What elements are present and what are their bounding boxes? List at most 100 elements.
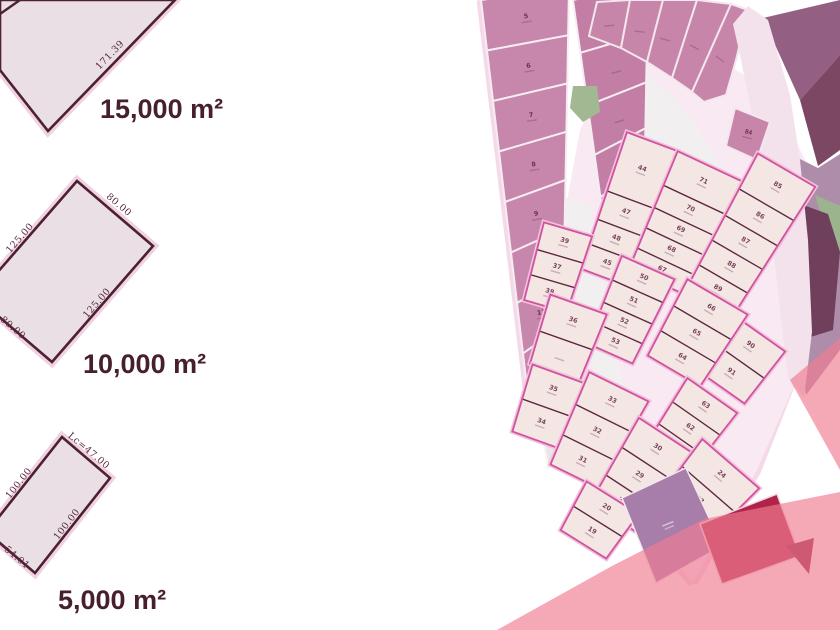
plot-area-text-mark [742,135,753,140]
plot-number-label: 52 [619,316,630,327]
plot-number-label: 45 [602,257,613,268]
plot-area-text-mark [534,424,545,429]
plot-label: 65 [689,327,703,341]
plot-15000 [0,0,177,133]
plot-number-label: 62 [684,421,696,433]
plot-label: 52 [617,316,630,329]
plot-area-text-mark [650,448,660,456]
plot-number-label: 11 [536,308,546,317]
plot-area-text-mark [724,266,734,273]
plot-label: 53 [608,336,621,349]
plot-label: 48 [609,232,623,246]
plot-label: 34 [534,416,548,429]
plot-area-text-mark [664,251,674,257]
plot-area-text-mark [529,168,540,172]
plot-label [611,70,622,75]
plot-area-text-mark [614,119,625,124]
fan-block-outline [528,293,608,383]
plot-number-label: 29 [634,469,646,481]
plot-number-label: 91 [726,366,738,378]
plot-area-text-mark [635,171,646,177]
plot-number-label: 68 [666,243,678,254]
plot-label: 90 [742,339,757,353]
plot-area-text-mark [626,302,637,308]
plot-number-label: 35 [548,383,559,394]
area-label-5000: 5,000 m² [58,585,166,615]
plot-label: 50 [636,272,650,285]
plot-area-text-mark [689,44,700,51]
dark-mauve-plot-1 [763,0,840,100]
plot-number-label: 32 [592,425,604,436]
plot-label: 69 [673,224,687,238]
plot-number-label: 33 [607,394,619,405]
plot-number-label: 36 [568,315,580,326]
plot-number-label: 6 [526,61,532,70]
plot-area-text-mark [558,243,569,249]
plot-area-text-mark [636,279,647,285]
plot-area-text-mark [526,119,538,123]
plot-area-text-mark [634,30,645,33]
plot-area-text-mark [524,69,535,73]
plot-area-text-mark [713,474,723,483]
fan-plots-group: 4447484539373871706968678586878889909150… [509,128,819,562]
plot-area-text-mark [697,405,707,413]
plot-label: 6 [524,61,535,73]
plot-area-text-mark [584,531,594,539]
fan-block: 39 37 38 [521,219,596,316]
plot-number-label: 66 [706,302,718,314]
plot-label: 31 [575,454,589,468]
plot-label: 35 [546,383,559,397]
plot-number-label: 67 [656,263,667,274]
plot-area-text-mark [608,343,619,349]
plot-area-text-mark [632,476,642,483]
plot-area-text-mark [521,20,532,24]
plot-area-text-mark [609,240,620,246]
plot-number-label: 70 [685,203,697,214]
plot-area-text-mark [683,210,694,217]
plot-number-label: 8 [531,160,537,169]
plot-area-text-mark [689,334,699,341]
plot-area-text-mark [619,214,630,220]
plot-number-label: 85 [772,179,784,190]
corner-boundary-line [0,0,21,15]
overlay-wedge [790,338,840,470]
plot-label: 30 [650,441,664,456]
plot-label: 29 [632,469,646,483]
plot-number-label: 87 [740,235,752,246]
plot-label: 19 [584,525,599,539]
plot-label [634,30,645,33]
plot-number-label: 65 [691,327,703,338]
plot-area-text-mark [546,391,557,397]
plot-area-text-mark [696,183,707,189]
plot-number-label: 9 [533,209,539,218]
plot-area-text-mark [723,372,733,380]
fan-block-outline [559,480,640,560]
plot-number-label: 20 [601,501,613,513]
plot-area-text-mark [738,242,748,249]
plot-number-label: 48 [611,232,623,243]
plot-label: 9 [532,209,543,221]
plot-label: 47 [619,206,632,220]
plot-number-label: 50 [638,272,650,283]
dark-mauve-plot-2 [800,55,840,166]
area-label-15000: 15,000 m² [100,94,223,124]
plot-label: 20 [599,501,613,516]
plot-area-text-mark [682,428,692,435]
plot-number-label: 90 [745,339,757,351]
plot-label: 44 [635,163,648,177]
plot-number-label: 51 [628,295,639,306]
plot-area-text-mark [532,217,543,221]
plot-label: 68 [664,243,678,257]
plot-area-text-mark [659,37,670,42]
plot-label: 71 [696,175,709,189]
plot-label [554,356,565,362]
overlay-band [497,492,840,630]
plot-area-text-mark [617,323,627,329]
plot-area-text-mark [600,265,611,270]
plot-label: 36 [566,315,580,328]
plot-number-label: 31 [577,454,589,465]
plot-label: 70 [683,203,697,217]
plot-label: 37 [550,261,562,275]
